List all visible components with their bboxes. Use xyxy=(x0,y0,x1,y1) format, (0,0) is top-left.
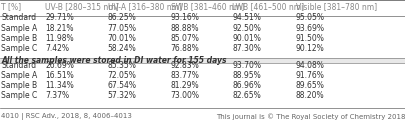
Text: Sample C: Sample C xyxy=(1,44,37,53)
Text: 76.88%: 76.88% xyxy=(170,44,199,53)
Text: LWB [461–500 nm]: LWB [461–500 nm] xyxy=(232,2,304,11)
Text: 85.07%: 85.07% xyxy=(170,34,199,43)
Text: 86.96%: 86.96% xyxy=(232,81,260,90)
Text: Sample B: Sample B xyxy=(1,81,37,90)
Bar xyxy=(0,58,405,63)
Text: 92.83%: 92.83% xyxy=(170,61,199,70)
Text: 11.34%: 11.34% xyxy=(45,81,74,90)
Text: 26.69%: 26.69% xyxy=(45,61,74,70)
Text: 57.32%: 57.32% xyxy=(107,91,136,100)
Text: 58.24%: 58.24% xyxy=(107,44,136,53)
Text: 93.69%: 93.69% xyxy=(295,24,324,33)
Text: Sample A: Sample A xyxy=(1,71,37,80)
Text: 93.70%: 93.70% xyxy=(232,61,260,70)
Text: 91.50%: 91.50% xyxy=(295,34,324,43)
Text: UV-B [280–315 nm]: UV-B [280–315 nm] xyxy=(45,2,119,11)
Text: All the samples were stored in DI water for 155 days: All the samples were stored in DI water … xyxy=(1,56,226,65)
Text: 67.54%: 67.54% xyxy=(107,81,136,90)
Text: 86.25%: 86.25% xyxy=(107,14,136,22)
Text: This journal is © The Royal Society of Chemistry 2018: This journal is © The Royal Society of C… xyxy=(215,113,404,120)
Text: T [%]: T [%] xyxy=(1,2,21,11)
Text: 87.30%: 87.30% xyxy=(232,44,260,53)
Text: 77.05%: 77.05% xyxy=(107,24,136,33)
Text: Standard: Standard xyxy=(1,61,36,70)
Text: 70.01%: 70.01% xyxy=(107,34,136,43)
Text: SWB [381–460 nm]: SWB [381–460 nm] xyxy=(170,2,243,11)
Text: 88.95%: 88.95% xyxy=(232,71,260,80)
Text: 16.51%: 16.51% xyxy=(45,71,74,80)
Text: 95.05%: 95.05% xyxy=(295,14,324,22)
Text: 92.50%: 92.50% xyxy=(232,24,260,33)
Text: 88.20%: 88.20% xyxy=(295,91,324,100)
Text: 91.76%: 91.76% xyxy=(295,71,324,80)
Text: 94.51%: 94.51% xyxy=(232,14,260,22)
Text: 82.65%: 82.65% xyxy=(232,91,260,100)
Text: 7.42%: 7.42% xyxy=(45,44,69,53)
Text: 73.00%: 73.00% xyxy=(170,91,199,100)
Text: Standard: Standard xyxy=(1,14,36,22)
Text: 89.65%: 89.65% xyxy=(295,81,324,90)
Text: 85.35%: 85.35% xyxy=(107,61,136,70)
Text: 18.21%: 18.21% xyxy=(45,24,74,33)
Text: 94.08%: 94.08% xyxy=(295,61,324,70)
Text: 72.05%: 72.05% xyxy=(107,71,136,80)
Text: 7.37%: 7.37% xyxy=(45,91,69,100)
Text: 4010 | RSC Adv., 2018, 8, 4006–4013: 4010 | RSC Adv., 2018, 8, 4006–4013 xyxy=(1,113,132,120)
Text: 90.01%: 90.01% xyxy=(232,34,260,43)
Text: 83.77%: 83.77% xyxy=(170,71,199,80)
Text: 93.16%: 93.16% xyxy=(170,14,199,22)
Text: 81.29%: 81.29% xyxy=(170,81,199,90)
Text: 11.98%: 11.98% xyxy=(45,34,74,43)
Text: Visible [381–780 nm]: Visible [381–780 nm] xyxy=(295,2,376,11)
Text: Sample B: Sample B xyxy=(1,34,37,43)
Text: Sample A: Sample A xyxy=(1,24,37,33)
Text: 88.88%: 88.88% xyxy=(170,24,198,33)
Text: 90.12%: 90.12% xyxy=(295,44,324,53)
Text: UV-A [316–380 nm]: UV-A [316–380 nm] xyxy=(107,2,181,11)
Text: Sample C: Sample C xyxy=(1,91,37,100)
Text: 29.71%: 29.71% xyxy=(45,14,74,22)
